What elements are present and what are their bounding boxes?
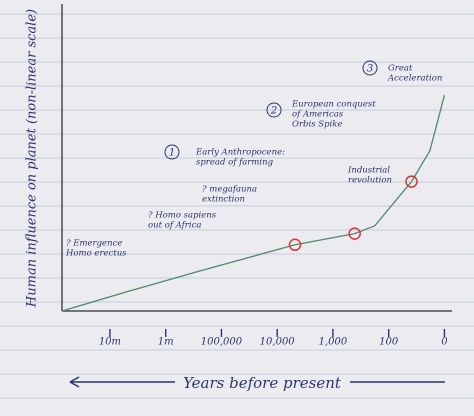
x-tick-label: 100 [379,337,399,348]
y-axis-label: Human influence on planet (non-linear sc… [25,9,40,308]
x-tick-label: 10m [99,337,121,348]
annotation-number: 3 [367,64,373,75]
annotation: ? Homo sapiens [148,211,217,221]
annotation: of Americas [292,110,344,120]
annotation-number: 2 [270,106,277,117]
circled-point [405,175,418,188]
annotation: extinction [202,195,245,205]
annotation-number: 1 [169,148,175,159]
x-tick-label: 0 [441,337,448,348]
annotation: ? Emergence [66,239,122,249]
circled-point [288,238,302,252]
circled-point [348,227,361,240]
annotation: Homo erectus [65,249,127,259]
annotation: ? megafauna [202,185,257,195]
annotation: Acceleration [387,74,442,84]
annotation: Early Anthropocene: [195,148,285,158]
x-tick-label: 1,000 [319,337,348,348]
x-tick-label: 10,000 [260,337,296,348]
arrow-left [69,376,175,388]
annotation: out of Africa [148,221,201,231]
number-circle [362,60,378,76]
annotation: spread of farming [196,158,274,168]
annotation: European conquest [291,100,376,110]
annotation: revolution [348,176,392,186]
x-tick-label: 1m [158,337,174,348]
paper-rules [0,13,474,399]
number-circle [266,102,282,118]
annotation: Industrial [347,166,390,176]
line [61,95,446,312]
x-tick-label: 100,000 [201,337,243,348]
annotation: Orbis Spike [292,120,342,130]
number-circle [164,144,180,160]
x-axis-label: Years before present [183,374,342,392]
annotation: Great [388,64,413,74]
